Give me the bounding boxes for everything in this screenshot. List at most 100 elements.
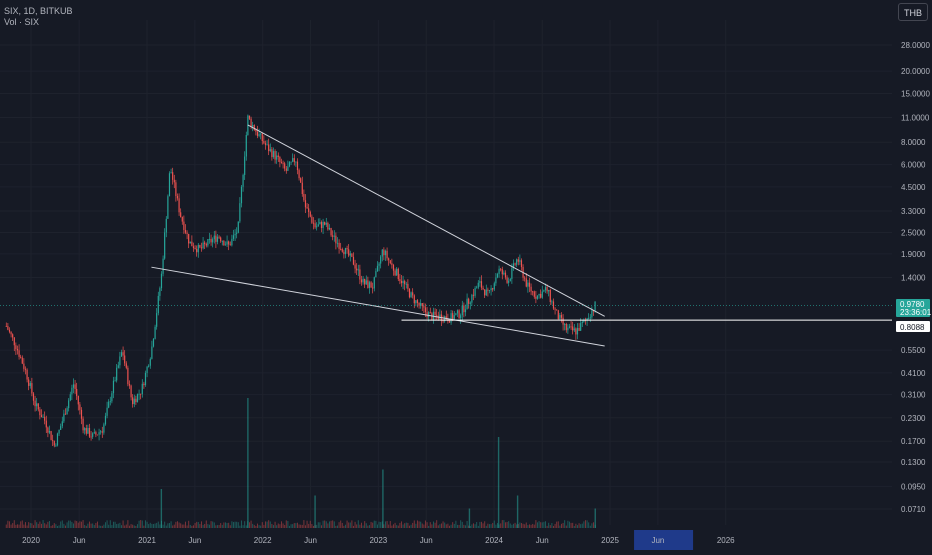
candle-body: [434, 311, 436, 315]
candle-body: [36, 403, 38, 407]
candle-body: [125, 363, 127, 368]
candle-body: [292, 158, 294, 162]
volume-bar: [188, 520, 190, 528]
candle-body: [404, 281, 406, 285]
volume-bar: [128, 525, 130, 528]
volume-bar: [412, 522, 414, 528]
candle-body: [165, 218, 167, 233]
volume-bar: [516, 524, 518, 528]
candle-body: [442, 320, 444, 322]
volume-bar: [324, 520, 326, 528]
volume-bar: [560, 523, 562, 528]
volume-bar: [189, 524, 191, 528]
volume-bar: [482, 523, 484, 528]
volume-indicator-title[interactable]: Vol · SIX: [4, 17, 40, 27]
y-tick-label: 20.0000: [901, 67, 930, 76]
volume-bar: [327, 523, 329, 528]
volume-bar: [556, 521, 558, 528]
candle-body: [162, 258, 164, 274]
candle-body: [551, 301, 553, 303]
volume-bar: [493, 520, 495, 528]
candle-body: [580, 323, 582, 331]
candle-body: [384, 250, 387, 256]
candle-body: [509, 278, 511, 281]
candle-body: [172, 172, 174, 180]
candle-body: [568, 326, 571, 328]
candle-body: [234, 233, 236, 236]
volume-bar: [394, 522, 396, 528]
volume-bar: [63, 523, 65, 528]
volume-bar: [420, 521, 422, 528]
volume-bar: [538, 521, 540, 528]
symbol-title[interactable]: SIX, 1D, BITKUB: [4, 6, 73, 16]
candle-body: [306, 207, 308, 209]
candle-body: [524, 277, 526, 279]
volume-bar: [500, 523, 502, 528]
volume-bar: [476, 521, 478, 528]
volume-bar: [592, 522, 594, 528]
volume-bar: [408, 525, 410, 528]
volume-bar: [100, 525, 102, 528]
candle-body: [61, 421, 63, 427]
candle-body: [314, 223, 316, 228]
candle-body: [301, 182, 303, 195]
candle-body: [541, 291, 543, 298]
candle-body: [178, 198, 180, 213]
candle-body: [490, 288, 492, 291]
volume-bar: [124, 525, 126, 528]
candle-body: [223, 241, 225, 246]
candle-body: [540, 293, 542, 298]
candle-body: [332, 235, 334, 237]
candle-body: [533, 291, 535, 297]
candle-body: [5, 326, 7, 327]
candle-body: [122, 352, 124, 356]
candle-body: [108, 401, 110, 408]
trendline[interactable]: [151, 266, 605, 347]
candle-body: [192, 246, 195, 249]
x-tick-label: Jun: [188, 536, 201, 545]
trendline[interactable]: [247, 124, 605, 317]
volume-bar: [234, 521, 236, 528]
volume-bar: [71, 521, 73, 528]
volume-bar: [127, 520, 129, 528]
volume-bar: [320, 525, 322, 528]
volume-bar: [181, 524, 183, 528]
candle-body: [428, 312, 430, 318]
candle-body: [468, 298, 470, 304]
volume-bar: [434, 522, 436, 528]
candle-body: [231, 238, 233, 246]
candle-body: [495, 277, 497, 284]
candle-body: [212, 239, 214, 243]
time-axis[interactable]: 2020 Jun 2021 Jun 2022 Jun 2023 Jun 2024 Jun 2025 J…: [22, 536, 735, 545]
candle-body: [578, 328, 580, 331]
candle-body: [287, 166, 289, 171]
volume-bar: [277, 523, 279, 528]
volume-bar: [47, 521, 49, 528]
volume-bar: [144, 520, 146, 528]
volume-bar: [74, 520, 76, 528]
volume-bar: [95, 522, 97, 528]
candle-body: [453, 315, 455, 320]
candle-body: [549, 290, 551, 302]
currency-button[interactable]: THB: [898, 3, 928, 21]
volume-bar: [36, 522, 38, 528]
volume-bar: [474, 524, 476, 528]
drawings-layer[interactable]: [0, 124, 892, 347]
candle-body: [157, 295, 159, 314]
volume-bar: [463, 524, 465, 528]
volume-bar: [285, 520, 287, 528]
candle-body: [175, 182, 177, 197]
candle-body: [348, 249, 350, 256]
candle-body: [503, 272, 505, 275]
candle-body: [250, 118, 252, 127]
volume-bar: [45, 524, 47, 528]
chart-legend[interactable]: SIX, 1D, BITKUB Vol · SIX: [4, 6, 73, 28]
volume-bar: [26, 525, 28, 528]
candle-body: [420, 303, 422, 306]
volume-bar: [151, 523, 153, 528]
candle-body: [88, 427, 91, 437]
volume-bar: [405, 522, 407, 528]
price-axis[interactable]: 0.0710 0.0950 0.1300 0.1700 0.2300 0.3100 0.41…: [901, 41, 930, 514]
